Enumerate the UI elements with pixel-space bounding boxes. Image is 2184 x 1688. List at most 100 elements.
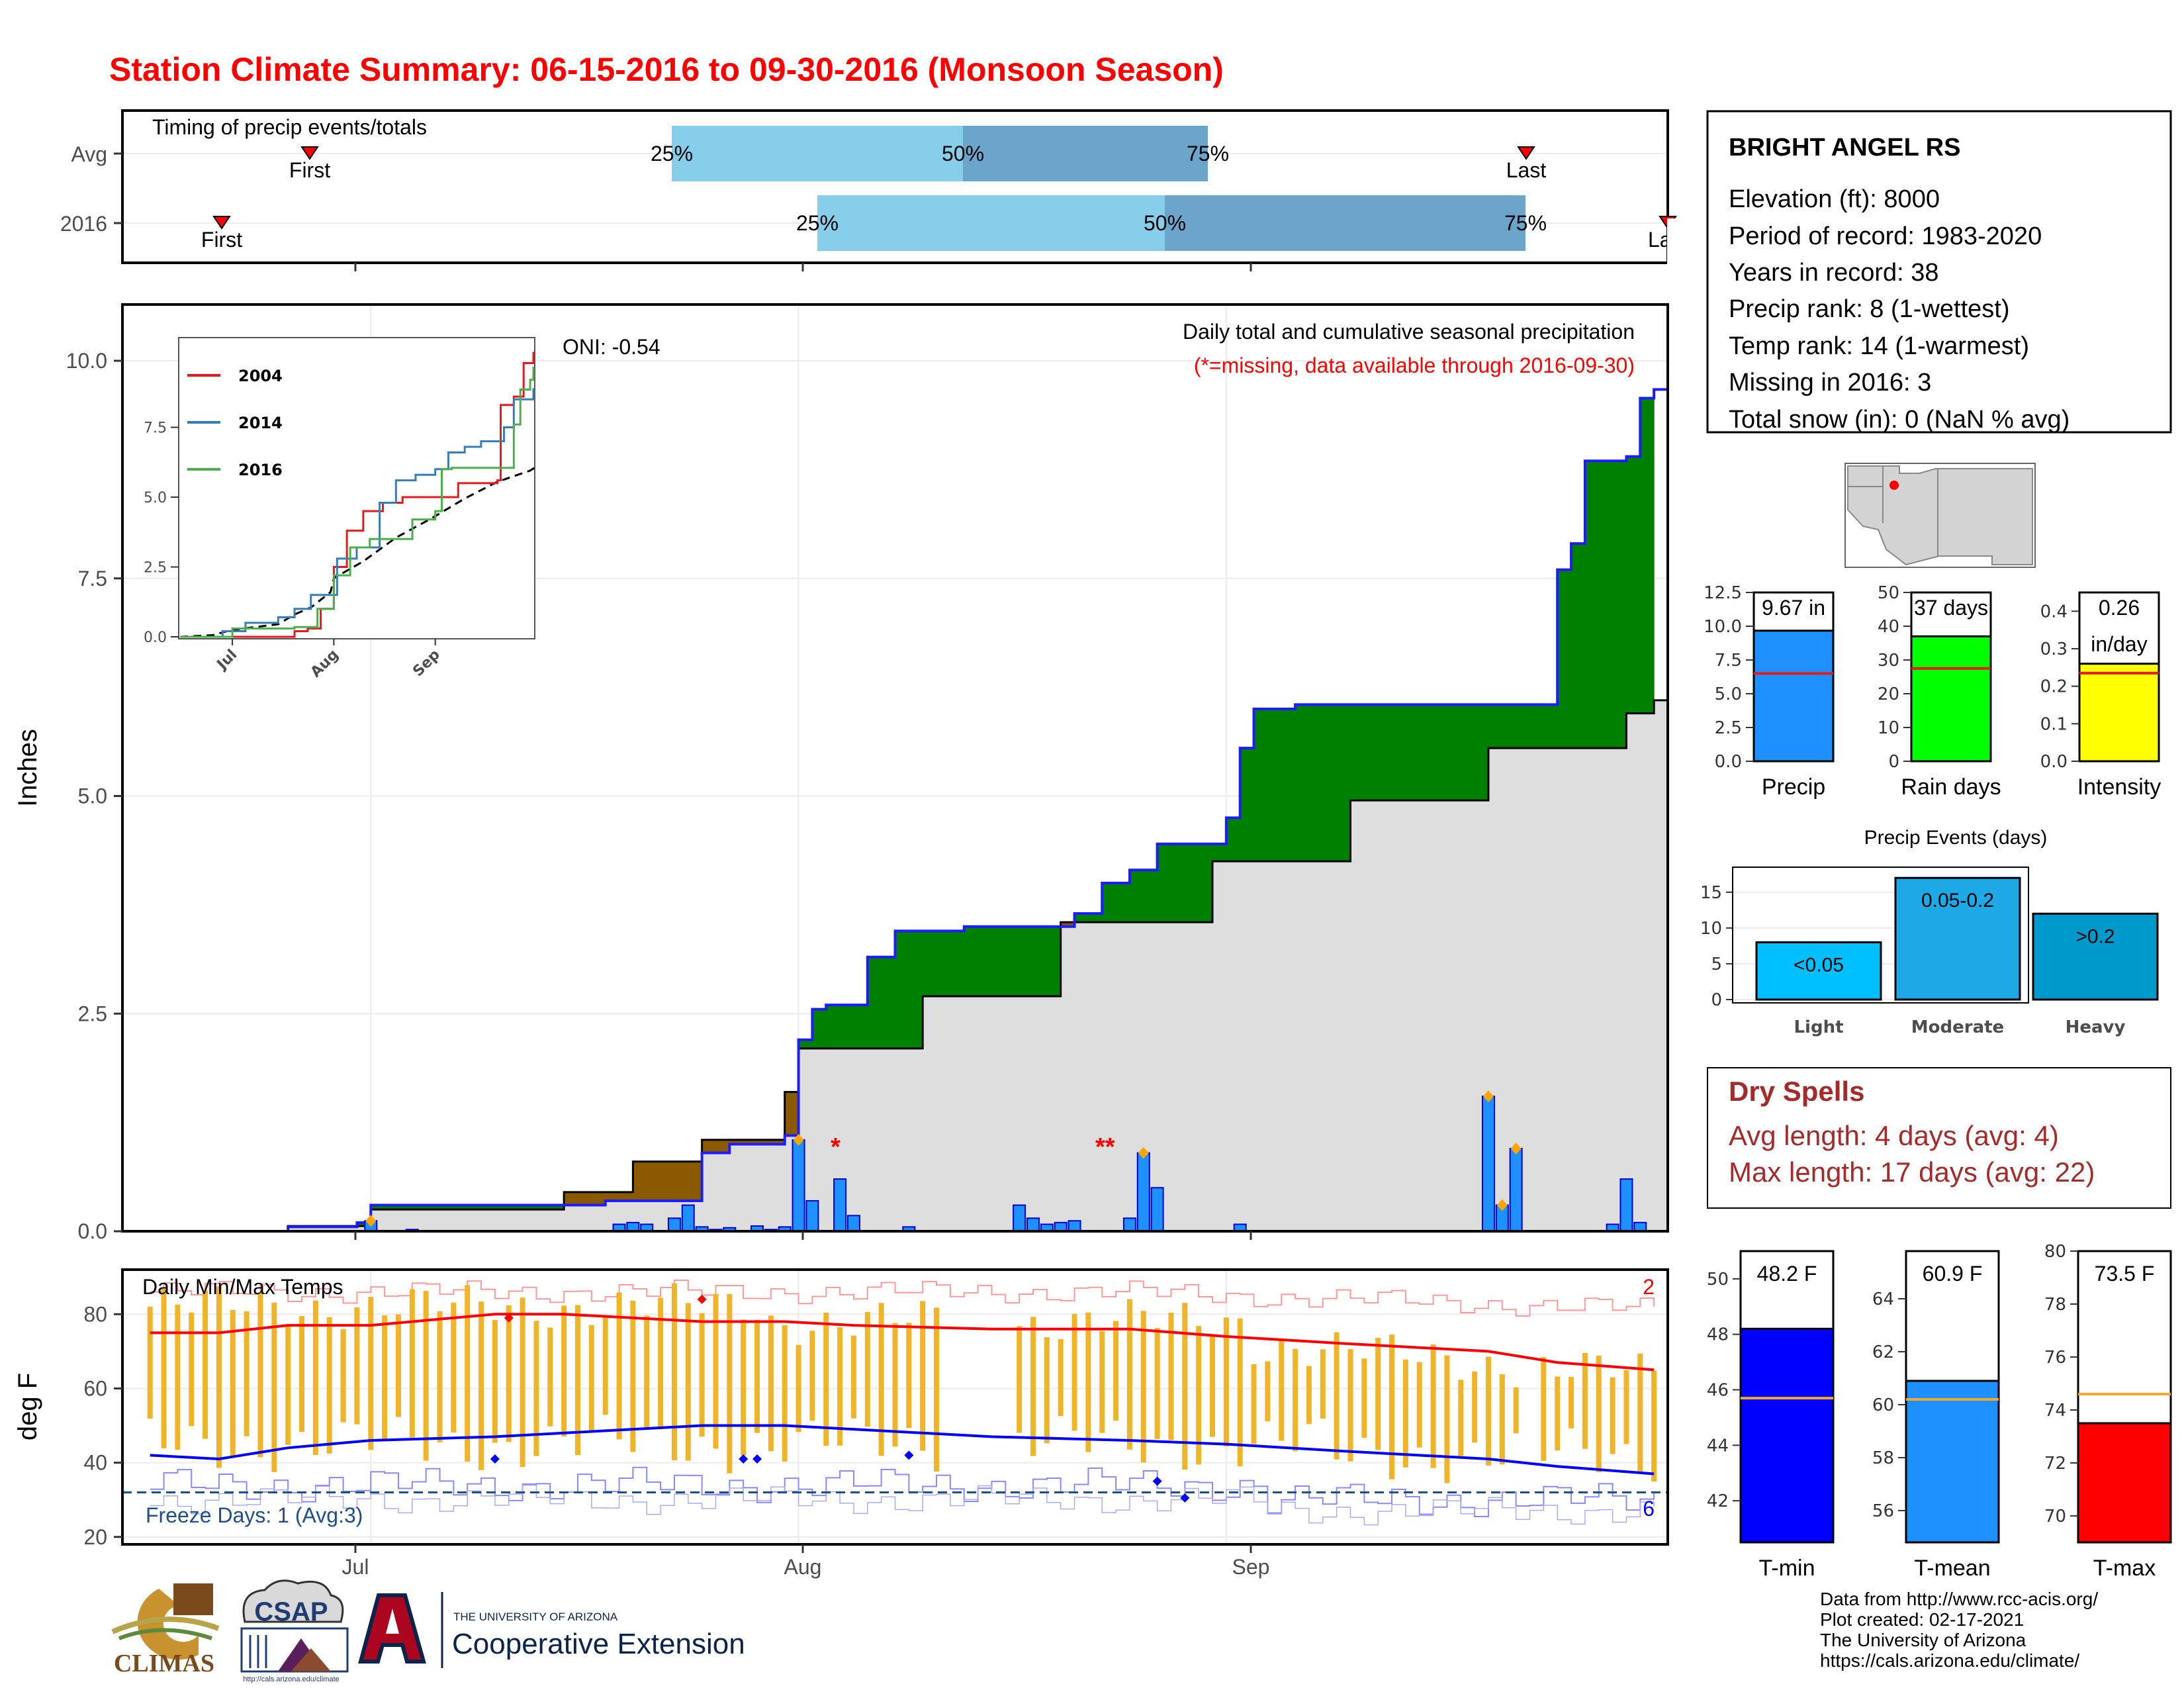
- temp-panel: 20 40 60 80 deg F Daily Min/Max Temps Freez…: [13, 1231, 1669, 1579]
- precip-event-bar-value: <0.05: [1794, 955, 1844, 976]
- temp-range-bar: [616, 1292, 622, 1440]
- temp-bar-tick: 70: [2044, 1507, 2066, 1526]
- precip-surplus-fill: [1308, 704, 1324, 862]
- temp-range-bar: [189, 1312, 195, 1427]
- temp-bar-t-min: 48.2 F 42 44 46 48 50 T-min: [1707, 1250, 1835, 1581]
- summary-bar-tick: 0.0: [2040, 752, 2068, 772]
- temp-range-bar: [685, 1303, 691, 1461]
- precip-surplus-fill: [1019, 926, 1034, 996]
- temp-range-bar: [588, 1325, 594, 1433]
- temp-range-bar: [1610, 1377, 1615, 1454]
- temp-range-bar: [1651, 1371, 1657, 1482]
- temp-range-bar: [1265, 1361, 1271, 1422]
- dry-spells-box: Dry Spells Avg length: 4 days (avg: 4) M…: [1707, 1067, 2171, 1209]
- x-tick-aug: Aug: [784, 1555, 822, 1579]
- precip-y-axis-label: Inches: [13, 729, 42, 807]
- temp-range-bar: [934, 1307, 940, 1472]
- station-period: Period of record: 1983-2020: [1729, 222, 2042, 250]
- temp-range-bar: [1347, 1348, 1353, 1462]
- daily-precip-bar: [833, 1178, 847, 1232]
- precip-surplus-fill: [1281, 709, 1296, 862]
- temp-range-bar: [1071, 1313, 1077, 1431]
- precip-deficit-fill: [770, 1139, 786, 1145]
- temp-panel-title: Daily Min/Max Temps: [142, 1275, 343, 1299]
- temp-range-bar: [547, 1327, 553, 1427]
- record-marker-icon: [1482, 1090, 1494, 1103]
- temp-bar-tick: 50: [1707, 1270, 1729, 1289]
- precip-surplus-fill: [1185, 843, 1199, 923]
- precip-deficit-fill: [743, 1139, 758, 1145]
- temp-range-bar: [533, 1321, 539, 1456]
- inset-series-line: [180, 366, 535, 638]
- precip-event-bar-fill: [1755, 941, 1882, 1001]
- daily-precip-bar: [681, 1204, 695, 1233]
- temp-range-bar: [644, 1315, 650, 1429]
- precip-surplus-fill: [1129, 870, 1144, 923]
- precip-events-title: Precip Events (days): [1864, 827, 2048, 849]
- daily-temp-range-bars: [147, 1283, 1657, 1483]
- x-tick-jul: Jul: [342, 1555, 369, 1579]
- summary-bar-fill: [2078, 663, 2160, 763]
- precip-deficit-fill: [577, 1192, 592, 1205]
- temp-range-bar: [1279, 1340, 1285, 1441]
- station-temp-rank: Temp rank: 14 (1-warmest): [1729, 332, 2029, 360]
- temp-range-bar: [506, 1305, 512, 1442]
- precip-surplus-fill: [1419, 704, 1434, 801]
- precip-surplus-fill: [895, 931, 909, 1049]
- temp-range-bar: [1416, 1362, 1422, 1448]
- precip-deficit-fill: [784, 1092, 799, 1136]
- temp-range-bar: [1293, 1348, 1298, 1452]
- timing-row-2016: 2016: [60, 212, 107, 236]
- daily-precip-bar: [1026, 1217, 1040, 1233]
- summary-bar-tick: 30: [1878, 651, 1899, 671]
- temp-bar-tick: 46: [1707, 1381, 1729, 1401]
- precip-surplus-fill: [1116, 883, 1130, 923]
- y2016-bar-50-75: [1165, 195, 1525, 251]
- temp-range-bar: [395, 1314, 401, 1417]
- temp-y-tick: 80: [83, 1302, 107, 1326]
- temp-range-bar: [203, 1290, 208, 1439]
- precip-surplus-fill: [1088, 914, 1103, 923]
- precip-surplus-fill: [1032, 926, 1048, 996]
- precip-deficit-fill: [619, 1192, 633, 1201]
- avg-bar-50-75: [963, 126, 1208, 181]
- precip-surplus-fill: [1171, 843, 1185, 923]
- record-marker-icon: [1138, 1147, 1149, 1159]
- precip-events-chart: Precip Events (days) 0 5 10 15 <0.05 Light 0.0…: [1700, 827, 2159, 1037]
- precip-surplus-fill: [826, 1005, 841, 1049]
- temp-range-bar: [1140, 1311, 1146, 1463]
- precip-surplus-fill: [385, 1205, 399, 1210]
- page-title: Station Climate Summary: 06-15-2016 to 0…: [109, 51, 1224, 88]
- temp-range-bar: [1375, 1338, 1381, 1450]
- footer: CLIMAS CSAP http://cals.arizona.edu/clim…: [111, 1579, 2098, 1683]
- precip-surplus-fill: [1461, 704, 1475, 801]
- temp-range-bar: [451, 1302, 457, 1433]
- avg-precip-area: [150, 700, 1666, 1231]
- daily-precip-bar: [792, 1139, 805, 1233]
- precip-surplus-fill: [426, 1205, 441, 1210]
- precip-surplus-fill: [1405, 704, 1420, 801]
- precip-surplus-fill: [1295, 704, 1310, 862]
- temp-range-bar: [326, 1317, 332, 1454]
- temp-range-bar: [1555, 1376, 1561, 1451]
- daily-precip-bar: [1509, 1148, 1523, 1232]
- dry-spells-title: Dry Spells: [1729, 1076, 1864, 1107]
- temp-y-tick: 60: [83, 1376, 107, 1400]
- record-marker-icon: [365, 1215, 377, 1227]
- summary-bar-tick: 0.2: [2040, 677, 2068, 697]
- temp-bar-tick: 44: [1707, 1436, 1729, 1456]
- daily-precip-bar: [1122, 1217, 1136, 1233]
- temp-range-bar: [754, 1320, 760, 1433]
- summary-bar-rain-days: 37 days 0 10 20 30 40 50 Rain days: [1878, 583, 2001, 800]
- credit-plot-created: Plot created: 02-17-2021: [1820, 1609, 2024, 1630]
- precip-event-bar-heavy: >0.2 Heavy: [2032, 912, 2159, 1037]
- temp-range-bar: [878, 1303, 884, 1456]
- summary-bar-tick: 0.1: [2040, 714, 2068, 734]
- missing-mark-aug: *: [831, 1133, 841, 1161]
- normal-max-line: [150, 1313, 1655, 1372]
- temp-range-bar: [520, 1297, 525, 1468]
- summary-bar-tick: 0.3: [2040, 639, 2068, 659]
- precip-deficit-fill: [633, 1161, 647, 1201]
- precip-surplus-fill: [923, 931, 937, 996]
- temp-range-bar: [741, 1319, 747, 1456]
